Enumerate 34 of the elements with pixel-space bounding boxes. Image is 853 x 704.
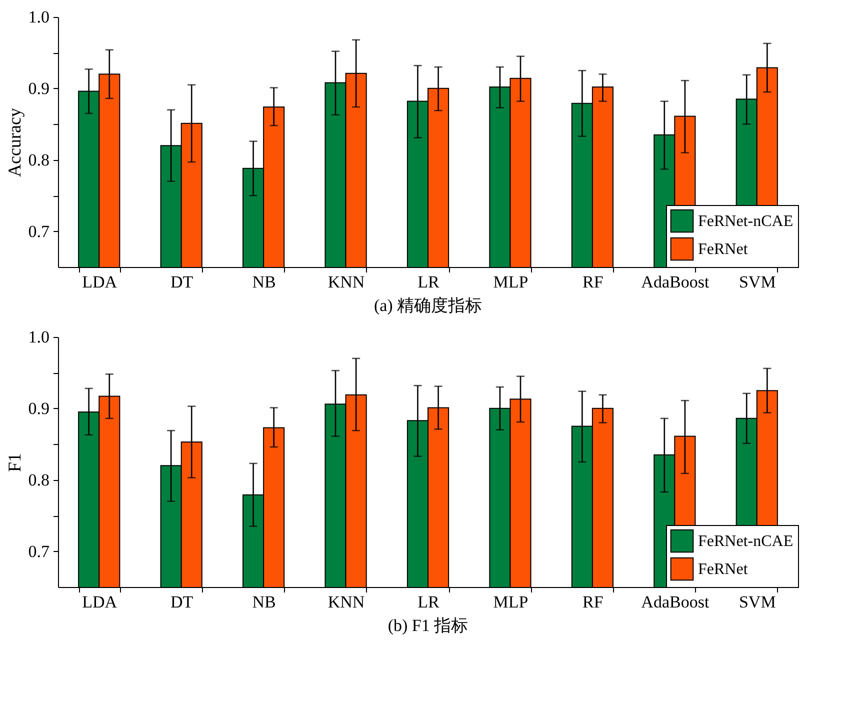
x-tick-label: NB: [252, 272, 276, 292]
series-label: FeRNet-nCAE: [698, 533, 794, 550]
series-label: FeRNet: [698, 561, 748, 578]
x-tick-label: SVM: [738, 272, 776, 292]
x-tick-label: AdaBoost: [641, 592, 710, 612]
text: (a) 精确度指标: [374, 296, 482, 315]
y-tick-label: 1.0: [28, 8, 50, 26]
x-tick-label: LDA: [82, 272, 118, 292]
y-tick-label: 0.8: [28, 470, 50, 490]
legend-label: FeRNet: [698, 241, 748, 258]
x-tick-label: SVM: [738, 592, 776, 612]
x-tick-label: KNN: [328, 272, 365, 292]
text: (b) F1 指标: [388, 616, 468, 635]
y-tick-label: 0.7: [28, 222, 50, 241]
y-axis-title: Accuracy: [4, 108, 24, 177]
x-tick-label: DT: [170, 592, 194, 612]
x-tick-label: LR: [418, 592, 440, 612]
x-tick-label: MLP: [493, 272, 528, 292]
y-tick-label: 0.9: [28, 78, 50, 98]
x-tick-label: RF: [582, 592, 604, 612]
y-tick-label: 0.8: [28, 150, 50, 170]
y-axis-title: F1: [4, 452, 24, 472]
x-tick-label: AdaBoost: [641, 272, 710, 292]
x-tick-label: DT: [170, 272, 194, 292]
y-tick-label: 0.7: [28, 542, 50, 561]
y-tick-label: 1.0: [28, 328, 50, 346]
y-tick-label: 0.9: [28, 398, 50, 418]
x-tick-label: KNN: [328, 592, 365, 612]
x-tick-label: LR: [418, 272, 440, 292]
x-tick-label: RF: [582, 272, 604, 292]
legend-label: FeRNet-nCAE: [698, 213, 794, 230]
x-tick-label: NB: [252, 592, 276, 612]
x-tick-label: MLP: [493, 592, 528, 612]
x-tick-label: LDA: [82, 592, 118, 612]
